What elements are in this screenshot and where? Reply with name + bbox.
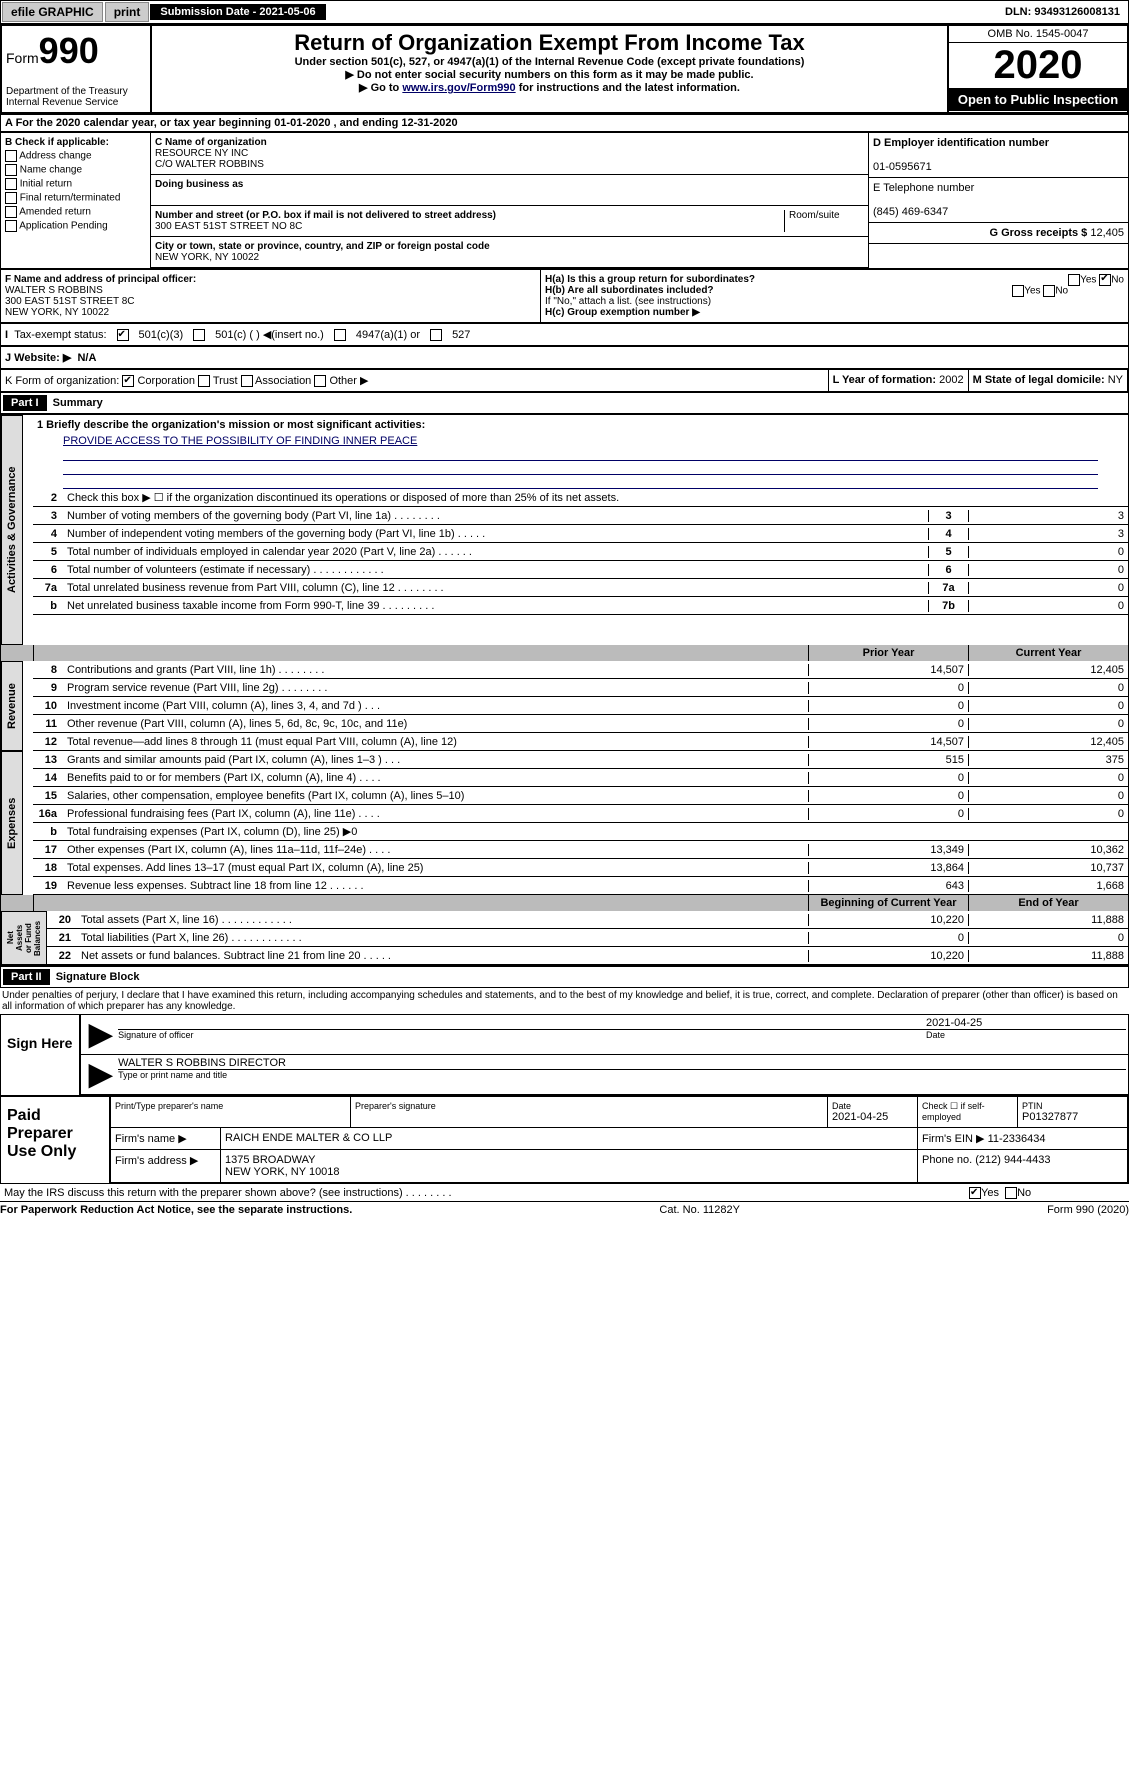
summary-line: 17Other expenses (Part IX, column (A), l…	[33, 841, 1128, 859]
summary-line: 13Grants and similar amounts paid (Part …	[33, 751, 1128, 769]
part-2-header: Part II Signature Block	[0, 966, 1129, 988]
submission-date: Submission Date - 2021-05-06	[150, 4, 325, 20]
summary-line: 15Salaries, other compensation, employee…	[33, 787, 1128, 805]
form-header: Form990 Department of the Treasury Inter…	[0, 24, 1129, 114]
summary-line: 18Total expenses. Add lines 13–17 (must …	[33, 859, 1128, 877]
summary-section: Activities & Governance 1 Briefly descri…	[0, 414, 1129, 966]
section-b: B Check if applicable: Address change Na…	[1, 133, 151, 268]
summary-line: 9Program service revenue (Part VIII, lin…	[33, 679, 1128, 697]
summary-line: 11Other revenue (Part VIII, column (A), …	[33, 715, 1128, 733]
net-header: Beginning of Current Year End of Year	[1, 895, 1128, 911]
gov-line: 7aTotal unrelated business revenue from …	[33, 579, 1128, 597]
form-word: Form	[6, 50, 39, 66]
gov-line: 2Check this box ▶ ☐ if the organization …	[33, 489, 1128, 507]
website-row: J Website: ▶ N/A	[0, 346, 1129, 369]
summary-line: bTotal fundraising expenses (Part IX, co…	[33, 823, 1128, 841]
print-button[interactable]: print	[105, 2, 150, 22]
footer: For Paperwork Reduction Act Notice, see …	[0, 1202, 1129, 1218]
tax-status-row: I Tax-exempt status: 501(c)(3) 501(c) ( …	[0, 323, 1129, 346]
form-title: Return of Organization Exempt From Incom…	[156, 30, 943, 56]
dept-label: Department of the Treasury Internal Reve…	[6, 86, 146, 108]
mid-grid: F Name and address of principal officer:…	[0, 269, 1129, 323]
subtitle-2: ▶ Do not enter social security numbers o…	[156, 68, 943, 81]
vtab-expenses: Expenses	[1, 751, 23, 895]
irs-link[interactable]: www.irs.gov/Form990	[402, 82, 515, 94]
dln: DLN: 93493126008131	[1005, 6, 1128, 18]
k-l-m-row: K Form of organization: Corporation Trus…	[0, 369, 1129, 392]
summary-line: 20Total assets (Part X, line 16) . . . .…	[47, 911, 1128, 929]
form-number: 990	[39, 30, 99, 71]
efile-label: efile GRAPHIC	[2, 2, 103, 22]
gov-line: bNet unrelated business taxable income f…	[33, 597, 1128, 615]
vtab-net: Net Assets or Fund Balances	[1, 911, 47, 965]
summary-line: 21Total liabilities (Part X, line 26) . …	[47, 929, 1128, 947]
summary-line: 10Investment income (Part VIII, column (…	[33, 697, 1128, 715]
gov-line: 3Number of voting members of the governi…	[33, 507, 1128, 525]
paid-preparer-block: Paid Preparer Use Only Print/Type prepar…	[0, 1096, 1129, 1184]
summary-line: 8Contributions and grants (Part VIII, li…	[33, 661, 1128, 679]
calendar-year-row: A For the 2020 calendar year, or tax yea…	[0, 114, 1129, 132]
summary-line: 22Net assets or fund balances. Subtract …	[47, 947, 1128, 965]
vtab-governance: Activities & Governance	[1, 415, 23, 645]
summary-line: 16aProfessional fundraising fees (Part I…	[33, 805, 1128, 823]
part-1-header: Part I Summary	[0, 392, 1129, 414]
discuss-row: May the IRS discuss this return with the…	[0, 1184, 1129, 1202]
summary-line: 12Total revenue—add lines 8 through 11 (…	[33, 733, 1128, 751]
gov-line: 4Number of independent voting members of…	[33, 525, 1128, 543]
summary-line: 19Revenue less expenses. Subtract line 1…	[33, 877, 1128, 895]
subtitle-1: Under section 501(c), 527, or 4947(a)(1)…	[156, 56, 943, 68]
vtab-revenue: Revenue	[1, 661, 23, 751]
signature-block: Sign Here ▶ Signature of officer2021-04-…	[0, 1014, 1129, 1096]
tax-year: 2020	[949, 43, 1127, 88]
mission-text: PROVIDE ACCESS TO THE POSSIBILITY OF FIN…	[33, 435, 1128, 447]
top-bar: efile GRAPHIC print Submission Date - 20…	[0, 0, 1129, 24]
omb-number: OMB No. 1545-0047	[949, 26, 1127, 43]
info-grid: B Check if applicable: Address change Na…	[0, 132, 1129, 269]
section-d-e-g: D Employer identification number01-05956…	[868, 133, 1128, 268]
gov-line: 6Total number of volunteers (estimate if…	[33, 561, 1128, 579]
subtitle-3: ▶ Go to www.irs.gov/Form990 for instruct…	[156, 81, 943, 94]
section-c: C Name of organizationRESOURCE NY INCC/O…	[151, 133, 868, 268]
perjury-text: Under penalties of perjury, I declare th…	[0, 988, 1129, 1014]
gov-line: 5Total number of individuals employed in…	[33, 543, 1128, 561]
py-cy-header: Prior Year Current Year	[1, 645, 1128, 661]
open-inspection: Open to Public Inspection	[949, 88, 1127, 111]
summary-line: 14Benefits paid to or for members (Part …	[33, 769, 1128, 787]
